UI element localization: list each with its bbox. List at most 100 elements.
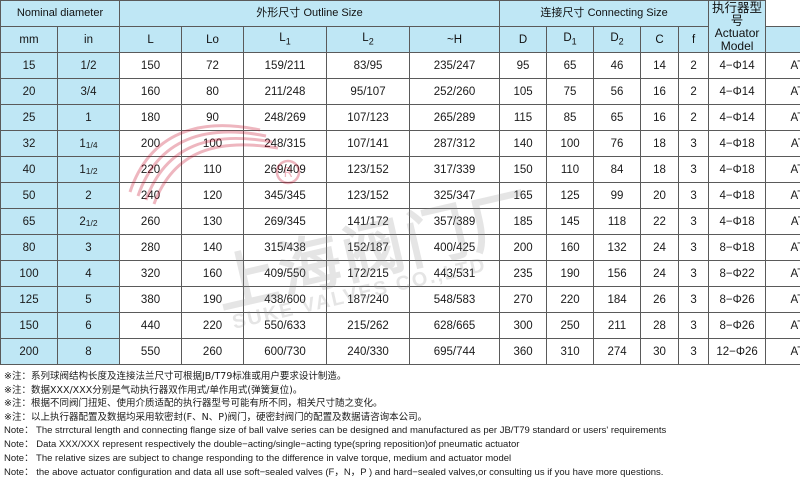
- note-cn-line: ※注：以上执行器配置及数据均采用软密封(F、N、P)阀门，硬密封阀门的配置及数据…: [4, 411, 800, 424]
- cell-H: 695/744: [410, 339, 500, 365]
- cell-D1: 220: [547, 287, 594, 313]
- cell-nd: 4−Φ14: [709, 79, 766, 105]
- cell-nominal-mm: 32: [1, 131, 58, 157]
- cell-L1: 345/345: [244, 183, 327, 209]
- col-header-D2-sub: 2: [619, 37, 624, 47]
- col-header-L1-sub: 1: [286, 37, 291, 47]
- cell-f: 3: [679, 157, 709, 183]
- notes-chinese: ※注：系列球阀结构长度及连接法兰尺寸可根据JB/T79标准或用户要求设计制造。 ※…: [4, 370, 800, 424]
- cell-nominal-mm: 150: [1, 313, 58, 339]
- cell-H: 357/389: [410, 209, 500, 235]
- cell-f: 3: [679, 209, 709, 235]
- cell-nd: 4−Φ18: [709, 183, 766, 209]
- header-group-connecting-size-cn: 连接尺寸: [540, 6, 584, 19]
- cell-D2: 99: [594, 183, 641, 209]
- note-en-label: Note：: [4, 425, 34, 436]
- cell-D1: 110: [547, 157, 594, 183]
- cell-D2: 118: [594, 209, 641, 235]
- cell-D2: 132: [594, 235, 641, 261]
- cell-D1: 65: [547, 53, 594, 79]
- cell-D2: 76: [594, 131, 641, 157]
- col-header-L2: L2: [327, 27, 410, 53]
- note-en-line: Note： the above actuator configuration a…: [4, 466, 800, 479]
- col-header-n-phi-d: n−Φd: [766, 27, 800, 53]
- cell-L2: 187/240: [327, 287, 410, 313]
- note-en-label: Note：: [4, 467, 34, 478]
- cell-H: 252/260: [410, 79, 500, 105]
- cell-nominal-mm: 125: [1, 287, 58, 313]
- cell-Lo: 190: [182, 287, 244, 313]
- cell-L1: 438/600: [244, 287, 327, 313]
- header-group-nominal-diameter: Nominal diameter: [1, 1, 120, 27]
- cell-D: 200: [500, 235, 547, 261]
- cell-Lo: 220: [182, 313, 244, 339]
- cell-L1: 550/633: [244, 313, 327, 339]
- table-header: Nominal diameter 外形尺寸 Outline Size 连接尺寸 …: [1, 1, 800, 53]
- cell-f: 2: [679, 79, 709, 105]
- cell-L: 550: [120, 339, 182, 365]
- cell-C: 26: [641, 287, 679, 313]
- cell-nominal-in: 21/2: [58, 209, 120, 235]
- notes-section: ※注：系列球阀结构长度及连接法兰尺寸可根据JB/T79标准或用户要求设计制造。 ※…: [0, 365, 800, 479]
- col-header-D2-base: D: [610, 32, 618, 44]
- col-header-D1: D1: [547, 27, 594, 53]
- cell-model: AT160D/AT210S: [766, 287, 800, 313]
- cell-nd: 8−Φ26: [709, 313, 766, 339]
- cell-D2: 46: [594, 53, 641, 79]
- valve-specification-table: Nominal diameter 外形尺寸 Outline Size 连接尺寸 …: [0, 0, 800, 365]
- cell-Lo: 110: [182, 157, 244, 183]
- col-header-D1-base: D: [563, 32, 571, 44]
- cell-Lo: 90: [182, 105, 244, 131]
- cell-L: 220: [120, 157, 182, 183]
- col-header-L2-sub: 2: [369, 37, 374, 47]
- cell-nominal-mm: 15: [1, 53, 58, 79]
- cell-H: 548/583: [410, 287, 500, 313]
- cell-D1: 310: [547, 339, 594, 365]
- cell-nominal-mm: 200: [1, 339, 58, 365]
- header-group-connecting-size: 连接尺寸 Connecting Size: [500, 1, 709, 27]
- cell-nominal-in: 11/2: [58, 157, 120, 183]
- cell-D: 140: [500, 131, 547, 157]
- note-en-text: Data XXX/XXX represent respectively the …: [34, 439, 520, 450]
- cell-D: 300: [500, 313, 547, 339]
- cell-f: 2: [679, 53, 709, 79]
- cell-model: AT145D/AT190S: [766, 261, 800, 287]
- cell-Lo: 130: [182, 209, 244, 235]
- cell-D2: 56: [594, 79, 641, 105]
- cell-nd: 8−Φ26: [709, 287, 766, 313]
- note-cn-line: ※注：系列球阀结构长度及连接法兰尺寸可根据JB/T79标准或用户要求设计制造。: [4, 370, 800, 383]
- note-en-line: Note： The relative sizes are subject to …: [4, 452, 800, 466]
- cell-nd: 4−Φ18: [709, 157, 766, 183]
- cell-model: AT100D/AT125S: [766, 183, 800, 209]
- cell-nominal-in-whole: 3: [85, 242, 91, 254]
- cell-H: 325/347: [410, 183, 500, 209]
- cell-f: 3: [679, 313, 709, 339]
- cell-nominal-in-whole: 2: [85, 190, 91, 202]
- cell-nominal-in: 4: [58, 261, 120, 287]
- cell-Lo: 260: [182, 339, 244, 365]
- cell-L1: 315/438: [244, 235, 327, 261]
- note-en-label: Note：: [4, 453, 34, 464]
- header-actuator-model-en: Actuator Model: [709, 27, 765, 52]
- cell-D1: 100: [547, 131, 594, 157]
- cell-L1: 409/550: [244, 261, 327, 287]
- cell-D: 150: [500, 157, 547, 183]
- cell-L: 260: [120, 209, 182, 235]
- cell-D1: 125: [547, 183, 594, 209]
- cell-nominal-in-whole: 3/4: [81, 86, 97, 98]
- cell-L1: 211/248: [244, 79, 327, 105]
- cell-L: 180: [120, 105, 182, 131]
- cell-C: 18: [641, 131, 679, 157]
- cell-D: 270: [500, 287, 547, 313]
- header-group-nominal-diameter-en: Nominal diameter: [17, 7, 103, 19]
- cell-f: 3: [679, 183, 709, 209]
- note-en-line: Note： Data XXX/XXX represent respectivel…: [4, 438, 800, 452]
- note-en-text: The strrctural length and connecting fla…: [34, 425, 667, 436]
- cell-L2: 123/152: [327, 183, 410, 209]
- cell-L: 320: [120, 261, 182, 287]
- cell-nd: 4−Φ18: [709, 209, 766, 235]
- cell-model: AT075D/AT088S: [766, 79, 800, 105]
